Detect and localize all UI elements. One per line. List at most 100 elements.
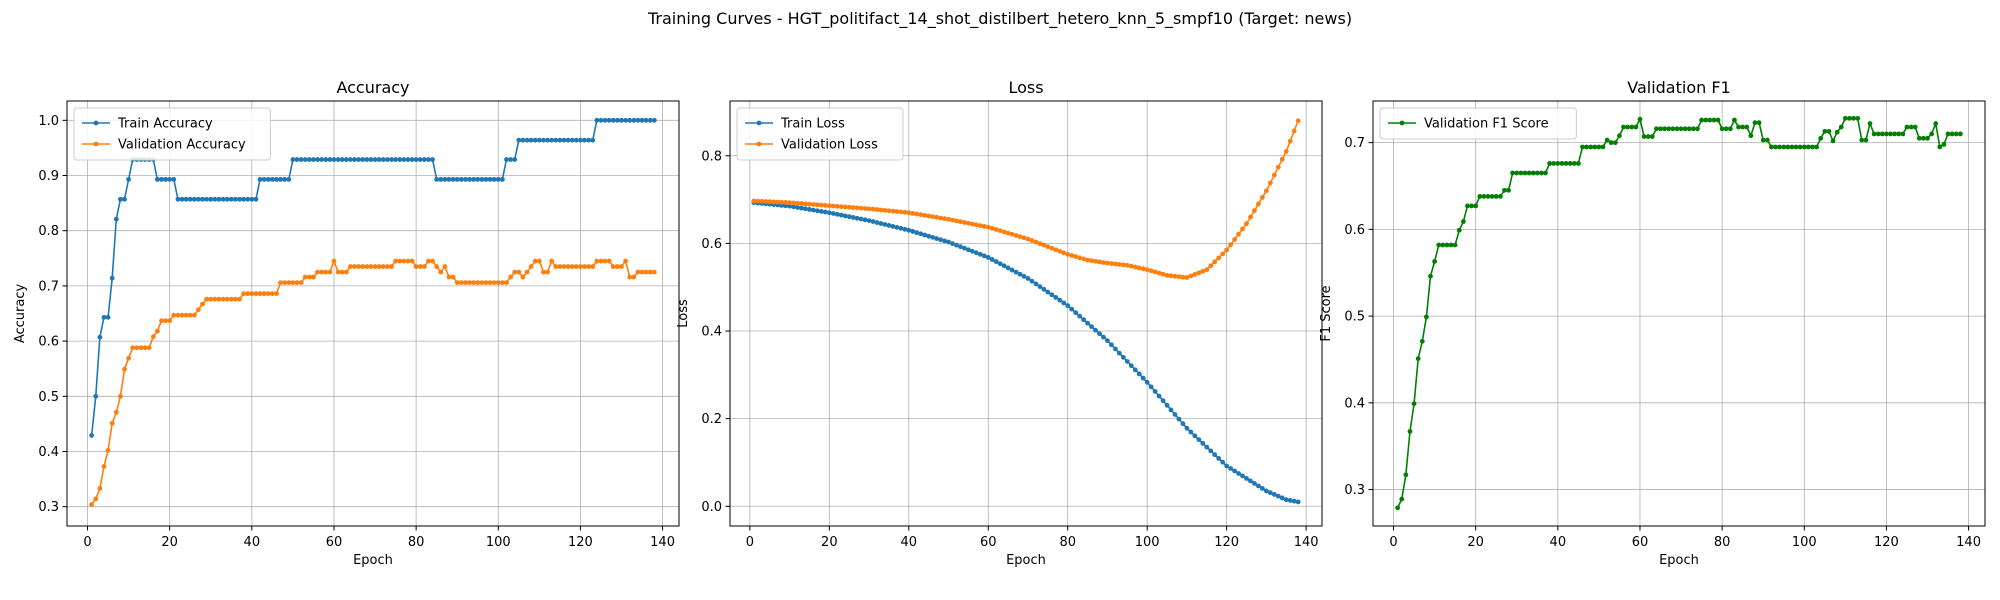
data-point bbox=[389, 157, 394, 162]
data-point bbox=[1085, 257, 1090, 263]
data-point bbox=[1184, 425, 1190, 431]
data-point bbox=[787, 203, 792, 209]
data-point bbox=[822, 209, 828, 215]
data-point bbox=[1769, 144, 1774, 150]
data-point bbox=[573, 137, 579, 143]
data-point bbox=[1120, 354, 1126, 360]
data-point bbox=[578, 137, 583, 143]
data-point bbox=[1797, 144, 1803, 150]
data-point bbox=[1571, 161, 1577, 166]
data-point bbox=[553, 264, 559, 269]
data-point bbox=[1029, 238, 1035, 243]
data-point bbox=[1279, 495, 1285, 501]
data-point bbox=[1580, 144, 1585, 150]
data-point bbox=[315, 157, 320, 162]
data-point bbox=[315, 269, 320, 275]
legend-marker bbox=[756, 141, 762, 147]
data-point bbox=[463, 176, 468, 182]
data-point bbox=[1859, 137, 1865, 143]
data-point bbox=[348, 157, 353, 162]
data-point bbox=[1690, 126, 1696, 132]
data-point bbox=[826, 210, 832, 216]
data-point bbox=[516, 269, 522, 275]
data-point bbox=[220, 296, 226, 302]
data-point bbox=[1777, 144, 1783, 150]
data-point bbox=[274, 291, 279, 297]
y-tick-label: 0.0 bbox=[701, 500, 722, 515]
data-point bbox=[331, 157, 337, 162]
data-point bbox=[623, 117, 628, 123]
data-point bbox=[1132, 367, 1138, 373]
data-point bbox=[938, 237, 943, 243]
data-point bbox=[969, 248, 975, 254]
data-point bbox=[257, 291, 263, 297]
data-point bbox=[1744, 124, 1750, 130]
x-tick-label: 0 bbox=[746, 535, 754, 550]
data-point bbox=[1069, 253, 1075, 258]
data-point bbox=[249, 291, 255, 297]
data-point bbox=[807, 201, 812, 207]
data-point bbox=[1001, 263, 1007, 269]
data-point bbox=[528, 264, 534, 269]
data-point bbox=[274, 176, 279, 182]
data-point bbox=[499, 176, 505, 182]
data-point bbox=[1109, 342, 1114, 348]
data-point bbox=[1248, 478, 1253, 484]
data-point bbox=[902, 226, 908, 232]
data-point bbox=[586, 264, 592, 269]
data-point bbox=[524, 137, 530, 143]
data-point bbox=[113, 409, 119, 415]
data-point bbox=[154, 176, 160, 182]
legend-label: Train Loss bbox=[780, 117, 845, 132]
data-point bbox=[508, 157, 513, 162]
data-point bbox=[1029, 278, 1035, 284]
data-point bbox=[1473, 203, 1479, 209]
data-point bbox=[269, 176, 275, 182]
data-point bbox=[1013, 269, 1019, 275]
data-point bbox=[610, 117, 616, 123]
data-point bbox=[541, 137, 546, 143]
data-point bbox=[446, 176, 452, 182]
data-point bbox=[647, 269, 653, 275]
data-point bbox=[417, 157, 423, 162]
data-point bbox=[532, 137, 538, 143]
data-point bbox=[1481, 194, 1487, 199]
grid bbox=[1373, 101, 1985, 526]
data-point bbox=[950, 217, 955, 223]
data-point bbox=[1140, 375, 1146, 381]
data-point bbox=[549, 258, 555, 264]
data-point bbox=[962, 245, 967, 251]
data-point bbox=[467, 176, 472, 182]
series-line bbox=[90, 258, 655, 505]
data-point bbox=[993, 259, 999, 265]
x-tick-label: 60 bbox=[326, 535, 343, 550]
x-tick-label: 40 bbox=[901, 535, 918, 550]
data-point bbox=[122, 196, 127, 202]
data-point bbox=[348, 264, 353, 269]
data-point bbox=[335, 157, 341, 162]
data-point bbox=[265, 176, 271, 182]
y-tick-label: 0.6 bbox=[38, 335, 59, 350]
data-point bbox=[1053, 247, 1059, 253]
data-point bbox=[1228, 466, 1234, 471]
data-point bbox=[1061, 250, 1067, 256]
data-point bbox=[167, 318, 173, 324]
axes-frame bbox=[1372, 100, 1986, 527]
data-point bbox=[1530, 170, 1536, 176]
axes-frame bbox=[66, 100, 680, 527]
data-point bbox=[372, 264, 378, 269]
data-point bbox=[830, 211, 836, 216]
data-point bbox=[154, 328, 160, 334]
data-point bbox=[639, 269, 645, 275]
data-point bbox=[1851, 115, 1856, 121]
data-point bbox=[237, 296, 242, 302]
data-point bbox=[1682, 126, 1688, 132]
data-point bbox=[200, 196, 205, 202]
data-point bbox=[532, 258, 538, 264]
legend-label: Train Accuracy bbox=[117, 117, 213, 132]
data-point bbox=[1781, 144, 1787, 150]
x-tick-label: 140 bbox=[650, 535, 675, 550]
data-point bbox=[1448, 242, 1454, 248]
data-point bbox=[1263, 188, 1269, 194]
